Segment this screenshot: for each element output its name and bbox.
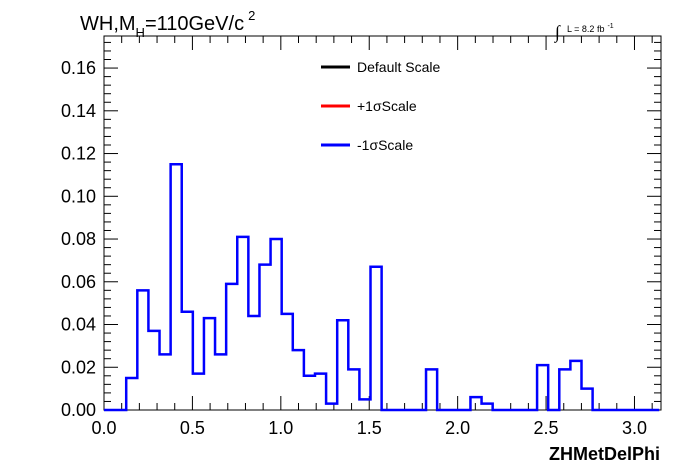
y-tick-label: 0.10 [61, 186, 96, 206]
y-axis: 0.00 0.02 0.04 0.06 0.08 0.10 0.12 0.14 0.16 [61, 41, 661, 420]
y-tick-label: 0.14 [61, 101, 96, 121]
x-tick-label: 1.5 [357, 418, 382, 438]
x-axis: 0.0 0.5 1.0 1.5 2.0 2.5 3.0 [91, 36, 653, 438]
integral-symbol: ∫ [554, 22, 561, 43]
y-tick-label: 0.08 [61, 229, 96, 249]
x-tick-label: 0.5 [180, 418, 205, 438]
chart-title: WH,MH=110GeV/c 2 [80, 8, 255, 40]
series-line-0 [104, 162, 660, 412]
luminosity-label: L = 8.2 fb -1 [567, 23, 614, 34]
x-tick-label: 0.0 [91, 418, 116, 438]
y-tick-label: 0.04 [61, 315, 96, 335]
legend: Default Scale +1σScale -1σScale [321, 59, 440, 153]
y-tick-label: 0.16 [61, 58, 96, 78]
x-tick-label: 3.0 [622, 418, 647, 438]
x-tick-label: 2.0 [445, 418, 470, 438]
series-group [104, 162, 660, 412]
legend-label-default: Default Scale [357, 59, 440, 75]
legend-label-plus1sigma: +1σScale [357, 98, 417, 114]
y-tick-label: 0.12 [61, 144, 96, 164]
x-tick-label: 2.5 [534, 418, 559, 438]
legend-label-minus1sigma: -1σScale [357, 137, 413, 153]
y-tick-label: 0.02 [61, 357, 96, 377]
y-tick-label: 0.06 [61, 272, 96, 292]
x-axis-title: ZHMetDelPhi [549, 444, 660, 464]
x-tick-label: 1.0 [268, 418, 293, 438]
y-tick-label: 0.00 [61, 400, 96, 420]
